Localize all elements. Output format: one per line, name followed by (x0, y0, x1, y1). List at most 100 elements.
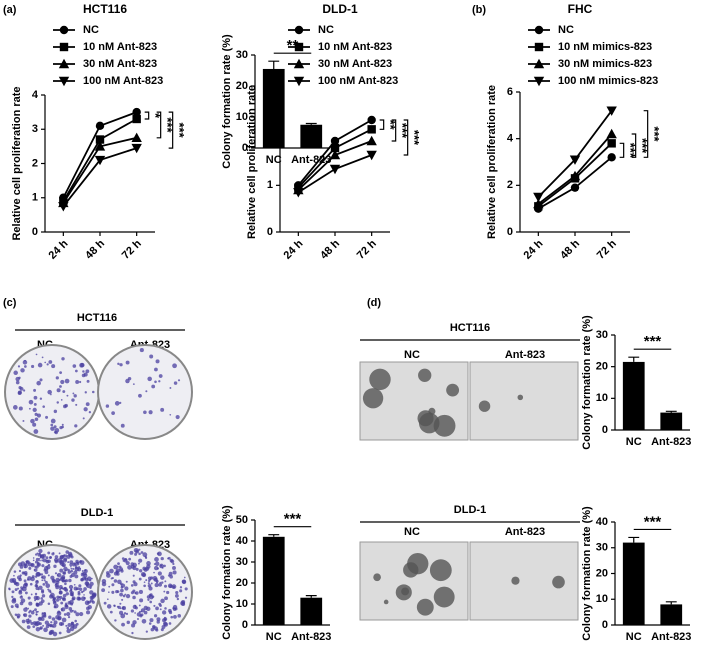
colony (71, 594, 74, 597)
colony (72, 567, 75, 570)
colony (37, 563, 40, 566)
colony (41, 594, 46, 598)
colony (62, 555, 64, 557)
legend-label: 100 nM Ant-823 (318, 75, 398, 87)
colony (36, 580, 39, 583)
significance-bracket (156, 111, 162, 139)
colony (150, 582, 153, 585)
colony (50, 621, 53, 624)
marker (59, 42, 69, 52)
colony (79, 567, 82, 570)
colony (89, 590, 94, 595)
colony (18, 569, 22, 573)
colony (64, 569, 67, 572)
y-tick-label: 0 (242, 619, 248, 631)
colony (26, 625, 31, 629)
y-tick-label: 0 (32, 226, 38, 238)
panel-label: (b) (472, 4, 486, 16)
colony (47, 588, 50, 591)
image-title: DLD-1 (81, 507, 113, 519)
colony (64, 582, 67, 586)
colony (75, 559, 79, 564)
colony (34, 565, 37, 569)
colony (81, 569, 84, 572)
colony (34, 584, 38, 588)
colony (20, 586, 23, 589)
bar (262, 536, 285, 625)
colony (138, 558, 143, 563)
marker (132, 107, 141, 117)
colony (140, 608, 145, 613)
colony (60, 379, 65, 385)
colony (132, 574, 135, 577)
colony (138, 393, 142, 398)
colony (84, 572, 87, 576)
chart-title: FHC (568, 2, 593, 16)
colony (101, 588, 106, 593)
colony (163, 584, 168, 588)
legend-label: 10 nM Ant-823 (318, 41, 392, 53)
colony (169, 387, 172, 389)
colony (47, 602, 51, 605)
bar (660, 412, 683, 430)
colony (92, 592, 97, 597)
colony (75, 380, 80, 384)
colony (10, 605, 14, 609)
y-tick-label: 10 (596, 392, 608, 404)
colony (24, 591, 28, 595)
colony (28, 614, 32, 618)
colony (30, 621, 34, 625)
colony (23, 613, 28, 618)
y-tick-label: 1 (32, 192, 38, 204)
colony (153, 571, 155, 574)
colony (18, 406, 23, 411)
marker (293, 58, 305, 69)
colony (59, 588, 62, 591)
colony (63, 557, 68, 561)
colony (41, 575, 46, 580)
colony (143, 584, 146, 588)
colony (129, 550, 134, 555)
image-label: NC (404, 349, 420, 361)
colony (49, 594, 54, 599)
colony (41, 356, 44, 359)
colony (33, 388, 37, 392)
colony (70, 565, 72, 568)
colony (61, 425, 64, 429)
colony (56, 595, 60, 600)
colony (111, 590, 115, 594)
colony (39, 559, 41, 562)
colony (74, 574, 79, 579)
colony (121, 622, 125, 627)
colony (73, 583, 76, 586)
colony (32, 625, 36, 628)
colony (66, 628, 71, 634)
colony (24, 566, 27, 569)
colony (166, 590, 170, 595)
colony (13, 574, 15, 577)
colony (62, 571, 67, 575)
colony (46, 569, 49, 571)
colony (73, 562, 76, 565)
x-tick-label: 72 h (355, 237, 379, 261)
marker (367, 125, 376, 134)
colony (61, 564, 63, 567)
colony (47, 389, 52, 395)
sphere (401, 587, 410, 596)
y-tick-label: 20 (596, 361, 608, 373)
colony (149, 354, 154, 359)
colony (14, 613, 18, 616)
colony (136, 612, 142, 617)
colony (155, 359, 160, 364)
x-tick-label: 48 h (83, 237, 107, 261)
colony (117, 562, 120, 566)
colony (34, 553, 38, 556)
marker (366, 135, 377, 146)
colony (58, 622, 63, 626)
colony (83, 594, 85, 596)
colony (28, 601, 33, 606)
marker (366, 150, 377, 161)
colony (37, 616, 43, 622)
colony (126, 620, 130, 625)
colony (64, 378, 70, 384)
